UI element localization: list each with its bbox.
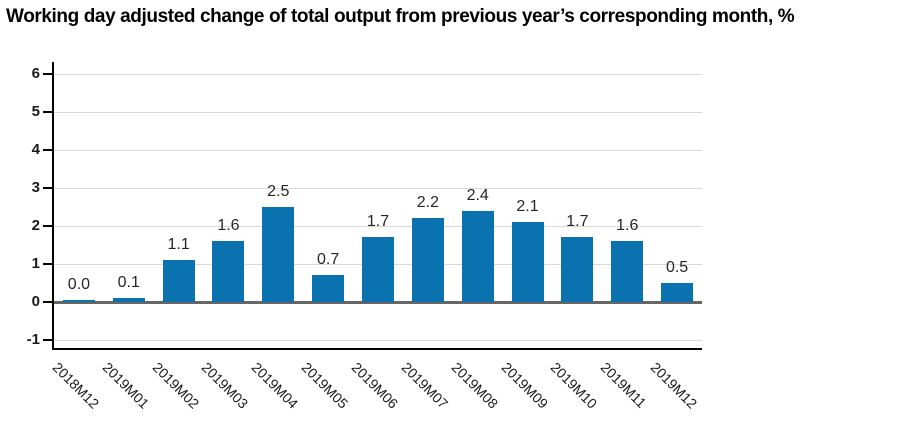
bar xyxy=(611,241,644,302)
bar xyxy=(62,300,95,302)
bar-value-label: 1.7 xyxy=(566,213,589,231)
y-axis-tick xyxy=(43,225,52,227)
x-axis-tick-label: 2019M03 xyxy=(199,359,252,412)
y-axis-tick-label: 6 xyxy=(31,65,40,82)
bar-value-label: 0.0 xyxy=(67,276,91,293)
bar xyxy=(511,222,544,302)
y-axis-tick-label: 0 xyxy=(31,293,40,310)
x-axis-tick-label: 2019M01 xyxy=(99,359,153,412)
x-axis-tick-label: 2019M12 xyxy=(647,359,701,412)
bar-value-label: 2.4 xyxy=(466,186,489,204)
bar xyxy=(461,210,494,302)
y-axis-tick-label: 4 xyxy=(31,141,40,158)
bar xyxy=(561,237,594,302)
bar-value-label: 1.7 xyxy=(366,213,390,231)
bar-value-label: 0.7 xyxy=(317,251,340,269)
x-axis-tick-label: 2019M04 xyxy=(248,359,302,412)
y-axis-tick xyxy=(43,263,52,265)
y-axis-tick-label: 2 xyxy=(31,217,40,234)
y-axis-tick-label: 1 xyxy=(31,255,40,272)
x-axis-tick-label: 2019M10 xyxy=(548,359,601,412)
x-axis-tick-label: 2019M02 xyxy=(149,359,202,412)
x-axis-tick-label: 2019M08 xyxy=(448,359,501,412)
bar-value-label: 2.2 xyxy=(416,194,439,212)
bar xyxy=(162,260,195,302)
bar-value-label: 2.5 xyxy=(267,183,290,200)
x-axis-tick-label: 2019M05 xyxy=(298,359,352,412)
y-axis-tick xyxy=(43,149,52,151)
x-axis-tick-label: 2019M06 xyxy=(348,359,402,412)
chart-title: Working day adjusted change of total out… xyxy=(6,6,795,27)
gridline xyxy=(54,187,702,189)
y-axis-tick xyxy=(43,339,52,341)
y-axis-tick xyxy=(43,73,52,75)
y-axis-tick-label: 5 xyxy=(31,103,40,120)
plot-area: 6 5 4 3 2 1 0 -1 0.0 2018M12 0.1 2019M01 1.1 2019M02 1… xyxy=(27,62,702,412)
bar xyxy=(262,207,295,302)
bar xyxy=(312,275,345,302)
bar-value-label: 2.1 xyxy=(516,198,539,216)
y-axis-tick xyxy=(43,111,52,113)
gridline xyxy=(54,73,702,75)
bar xyxy=(362,237,394,302)
y-axis-tick-label: -1 xyxy=(26,331,40,348)
bar-value-label: 0.5 xyxy=(665,259,689,276)
x-axis-tick-label: 2019M07 xyxy=(398,359,452,412)
bar xyxy=(212,241,245,302)
gridline xyxy=(54,149,702,151)
y-axis-tick xyxy=(43,187,52,189)
bar xyxy=(661,283,694,302)
bar-value-label: 1.6 xyxy=(217,217,240,235)
bar-value-label: 0.1 xyxy=(117,274,140,292)
bar-value-label: 1.6 xyxy=(616,217,639,235)
gridline xyxy=(54,111,702,113)
gridline xyxy=(54,339,702,341)
x-axis-tick-label: 2018M12 xyxy=(49,359,103,412)
x-axis-tick-label: 2019M09 xyxy=(498,359,551,412)
x-axis-tick-label: 2019M11 xyxy=(597,359,650,411)
bar xyxy=(112,298,145,302)
bar-value-label: 1.1 xyxy=(167,236,190,254)
y-axis-tick xyxy=(43,301,52,303)
bar xyxy=(411,218,444,302)
y-axis-tick-label: 3 xyxy=(31,179,40,196)
